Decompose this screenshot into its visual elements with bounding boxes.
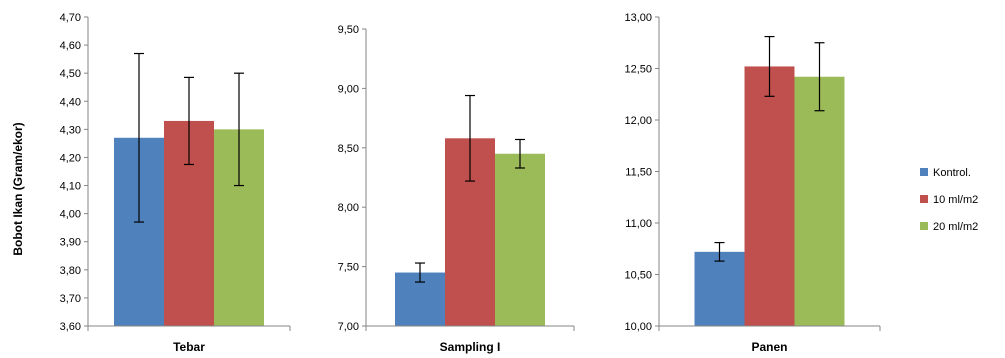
- y-tick-label: 7,50: [338, 262, 359, 274]
- legend-swatch: [920, 222, 928, 230]
- legend-swatch: [920, 195, 928, 203]
- panel-panen: 10,00 10,50 11,00 11,50 12,00 12,50 13,00 Panen: [624, 12, 881, 354]
- y-tick-label: 4,20: [60, 152, 81, 164]
- bar-20-ml-m2: [794, 76, 845, 327]
- x-category-label: Panen: [751, 340, 787, 354]
- y-tick-label: 4,10: [60, 181, 81, 193]
- y-tick-label: 10,50: [624, 270, 652, 282]
- legend-swatch: [920, 168, 928, 176]
- y-tick-label: 11,00: [625, 218, 652, 230]
- legend-label: Kontrol.: [933, 167, 971, 179]
- y-tick-label: 8,50: [338, 143, 359, 155]
- y-tick-label: 3,90: [60, 237, 81, 249]
- y-tick-label: 4,60: [60, 40, 81, 52]
- x-category-label: Sampling I: [440, 340, 501, 354]
- y-tick-label: 4,00: [60, 209, 81, 221]
- y-tick-label: 8,00: [338, 202, 359, 214]
- y-tick-label: 13,00: [624, 12, 652, 24]
- legend-label: 10 ml/m2: [933, 194, 978, 206]
- legend: Kontrol. 10 ml/m2 20 ml/m2: [920, 167, 978, 233]
- bar-kontrol: [694, 251, 745, 326]
- y-tick-label: 9,00: [338, 83, 359, 95]
- legend-item: 10 ml/m2: [920, 194, 978, 206]
- y-tick-label: 7,00: [338, 321, 359, 333]
- y-tick-label: 11,50: [625, 167, 652, 179]
- y-tick-label: 3,60: [60, 321, 81, 333]
- y-tick-label: 4,50: [60, 68, 81, 80]
- legend-item: 20 ml/m2: [920, 221, 978, 233]
- y-tick-label: 4,40: [60, 96, 81, 108]
- y-axis-label: Bobot Ikan (Gram/ekor): [11, 122, 25, 255]
- bar-10-ml-m2: [744, 66, 795, 326]
- bar-20-ml-m2: [495, 153, 545, 326]
- y-tick-label: 4,30: [60, 124, 81, 136]
- x-category-label: Tebar: [173, 340, 205, 354]
- y-tick-label: 12,50: [624, 64, 652, 76]
- chart-panels: 3,60 3,70 3,80 3,90 4,00 4,10 4,20 4,30 4,40 4,50…: [60, 12, 881, 354]
- y-tick-label: 4,70: [60, 12, 81, 24]
- y-tick-label: 12,00: [624, 115, 652, 127]
- panel-tebar: 3,60 3,70 3,80 3,90 4,00 4,10 4,20 4,30 4,40 4,50…: [60, 12, 291, 354]
- y-tick-label: 10,00: [624, 321, 652, 333]
- legend-label: 20 ml/m2: [933, 221, 978, 233]
- panel-sampling-i: 7,00 7,50 8,00 8,50 9,00 9,50 Sampling I: [338, 24, 575, 354]
- legend-item: Kontrol.: [920, 167, 971, 179]
- y-tick-label: 3,70: [60, 293, 81, 305]
- y-tick-label: 9,50: [338, 24, 359, 36]
- y-tick-label: 3,80: [60, 265, 81, 277]
